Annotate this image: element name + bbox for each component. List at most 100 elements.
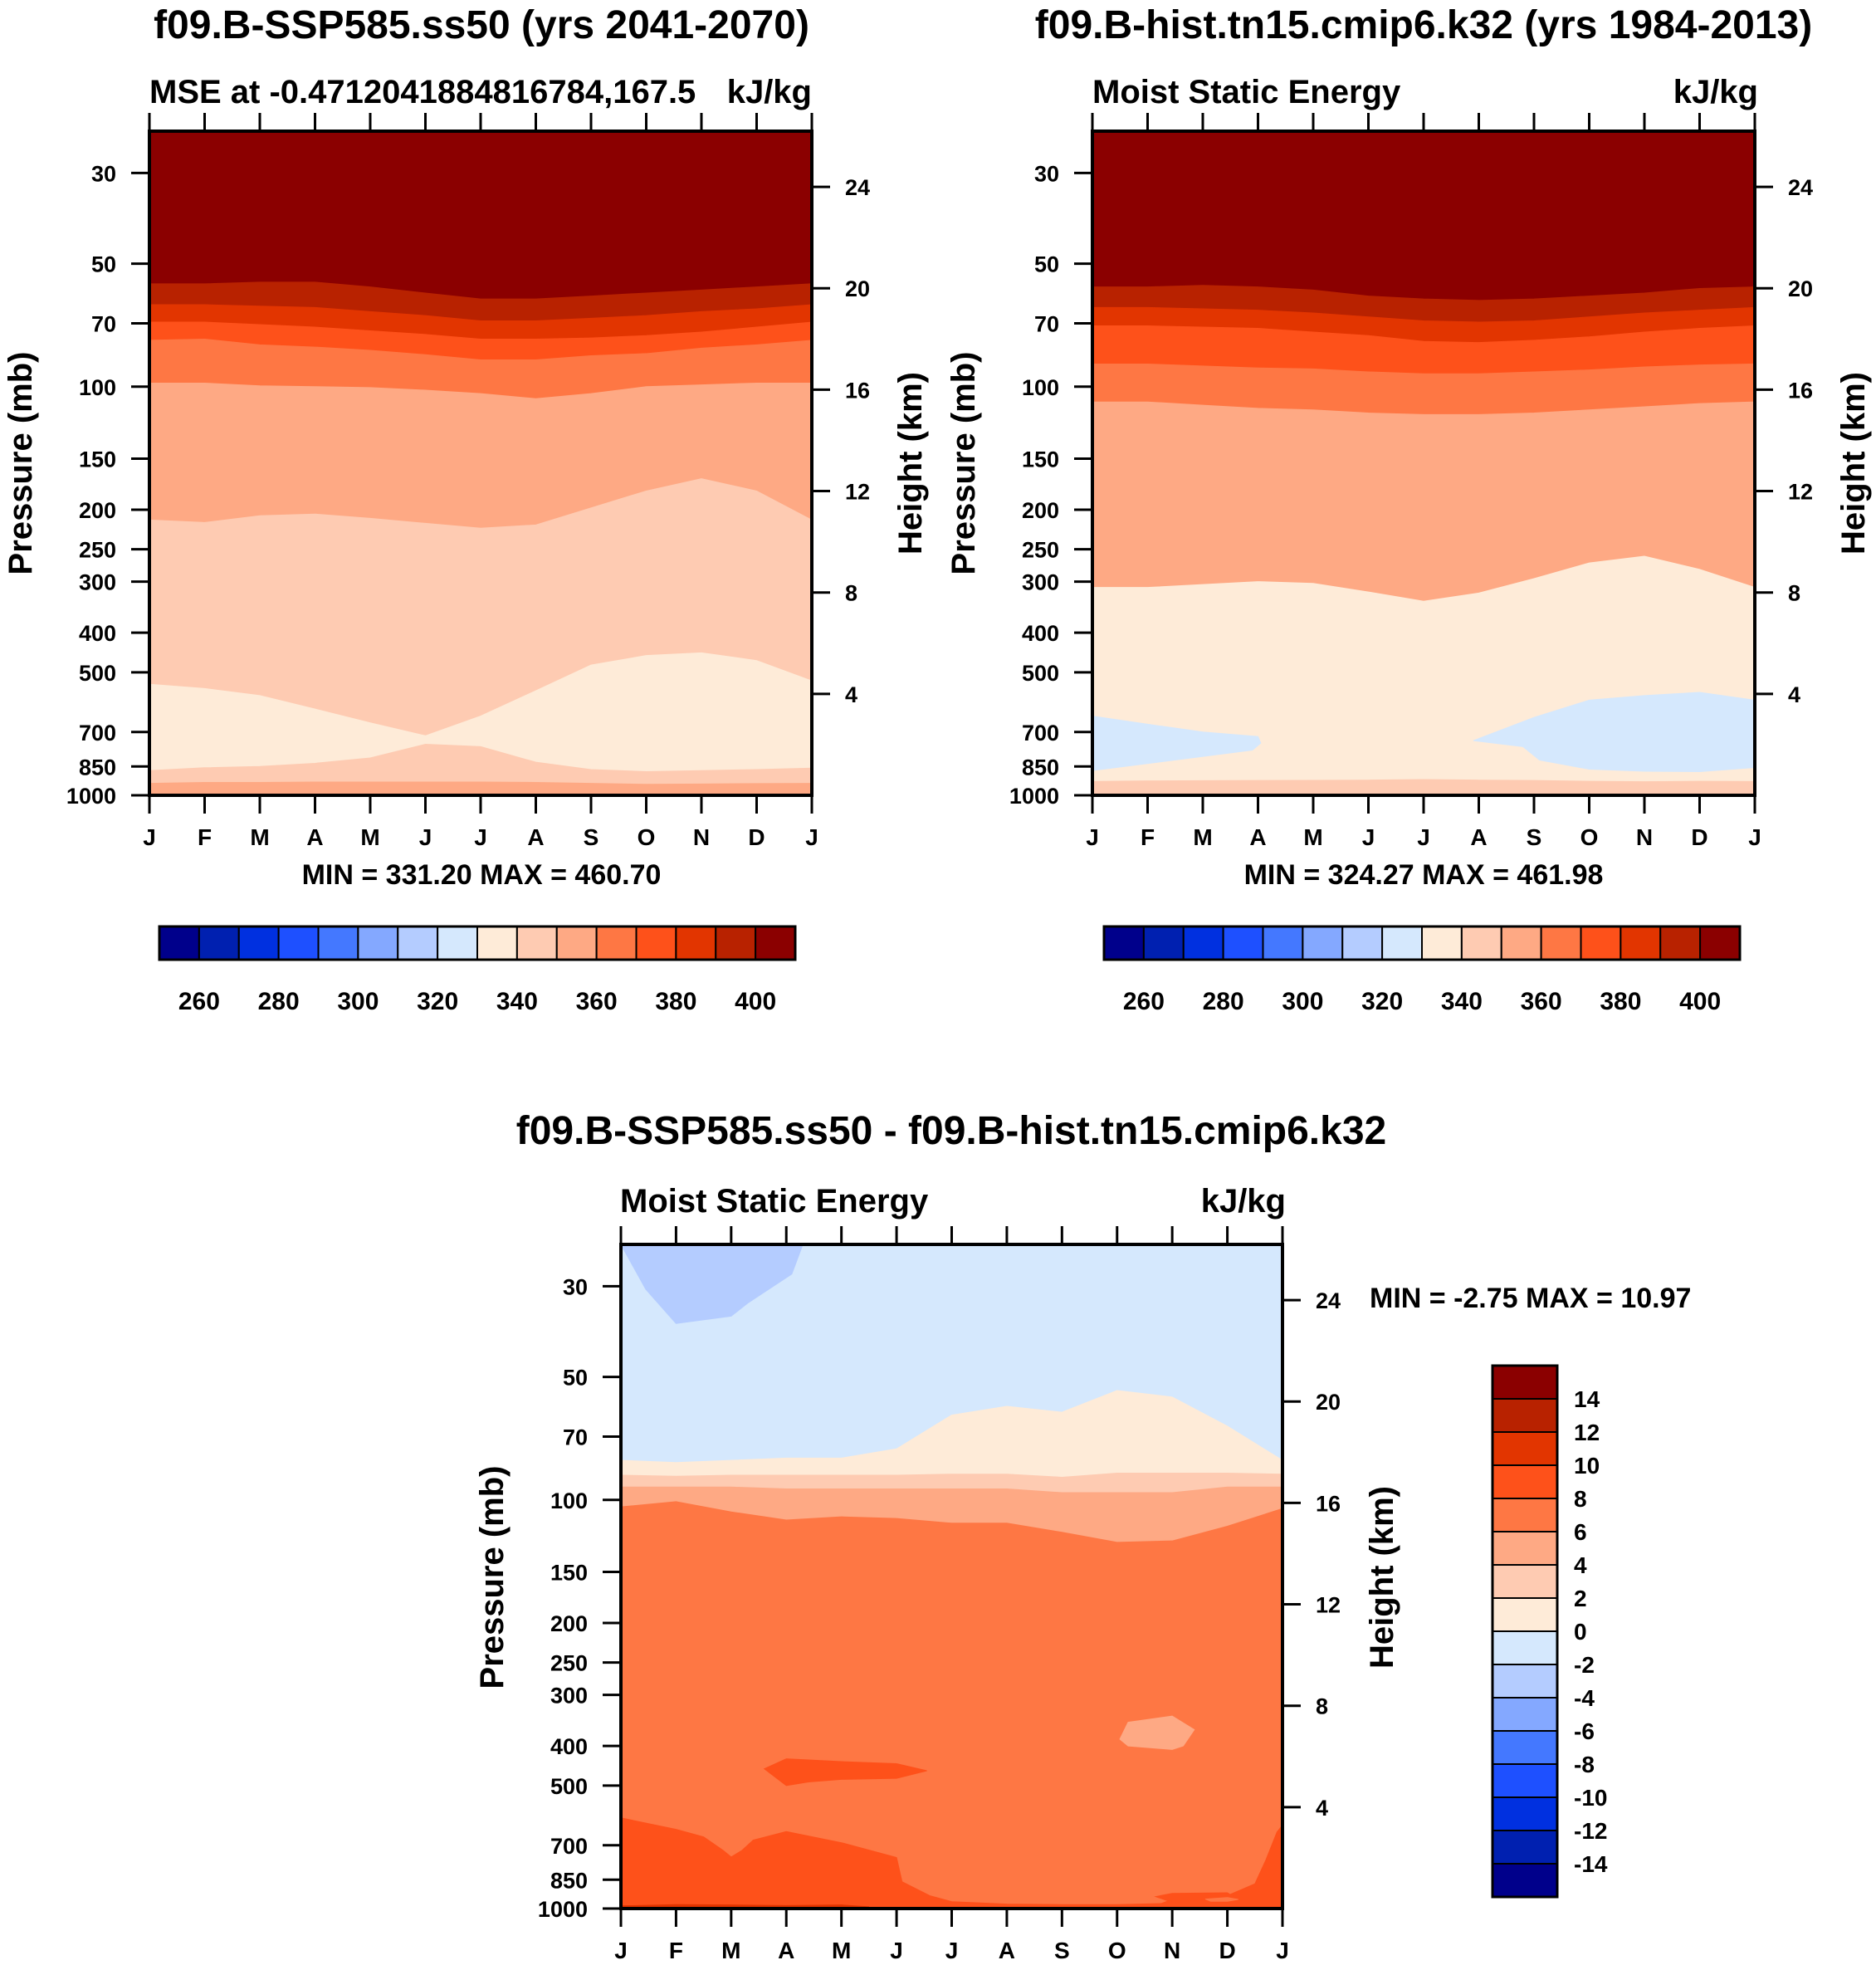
contour-band: [1092, 779, 1756, 796]
y-tick-label-right: 4: [1788, 682, 1800, 707]
colorbar-box: [1492, 1365, 1558, 1400]
y-tick-label: 1000: [66, 784, 116, 809]
x-tick-label: D: [1691, 824, 1707, 850]
x-tick-label: A: [999, 1938, 1015, 1963]
y-axis-label-right: Height (km): [1835, 372, 1872, 555]
colorbar-box: [1492, 1630, 1558, 1665]
x-tick-label: A: [1470, 824, 1487, 850]
colorbar-box: [1492, 1796, 1558, 1831]
x-tick-label: S: [584, 824, 599, 850]
y-tick-label-right: 12: [1316, 1593, 1341, 1618]
colorbar-box: [1492, 1564, 1558, 1599]
contour-band: [149, 781, 813, 796]
colorbar-box: [1492, 1730, 1558, 1765]
colorbar-box: [1492, 1431, 1558, 1466]
y-tick-label-right: 8: [1788, 581, 1800, 606]
y-tick-label-right: 16: [1316, 1491, 1341, 1516]
y-tick-label: 70: [563, 1425, 588, 1450]
x-tick-label: J: [1086, 824, 1099, 850]
colorbar-box: [1381, 926, 1423, 961]
y-axis-label: Pressure (mb): [945, 352, 982, 575]
colorbar-label: 380: [1600, 988, 1641, 1015]
x-tick-label: A: [1249, 824, 1266, 850]
y-tick-label: 150: [1022, 447, 1059, 472]
contour-plot: J F M A M J J A S O N D J 30 50 70 100 150 200 250 300 400 500…: [538, 1226, 1341, 1963]
panel-future: f09.B-SSP585.ss50 (yrs 2041-2070) MSE at…: [2, 3, 929, 1015]
right-subtitle: kJ/kg: [1673, 74, 1758, 110]
colorbar-box: [1580, 926, 1622, 961]
colorbar-box: [1659, 926, 1702, 961]
colorbar-label: 340: [1441, 988, 1483, 1015]
x-tick-label: D: [1219, 1938, 1235, 1963]
contour-plot: J F M A M J J A S O N D J 30 50 70 100 150 200 250 300 400 500…: [66, 113, 870, 850]
colorbar-box: [1500, 926, 1542, 961]
y-tick-label: 100: [550, 1488, 588, 1513]
colorbar: 260 280 300 320 340 360 380 400: [158, 925, 797, 1015]
x-tick-label: J: [1417, 824, 1430, 850]
y-tick-label: 500: [550, 1774, 588, 1799]
min-max-stats: MIN = -2.75 MAX = 10.97: [1370, 1283, 1691, 1314]
y-tick-label: 300: [1022, 570, 1059, 595]
x-tick-label: J: [805, 824, 818, 850]
y-tick-label: 250: [79, 538, 116, 563]
y-tick-label: 1000: [1009, 784, 1059, 809]
x-tick-label: F: [198, 824, 212, 850]
x-tick-label: S: [1054, 1938, 1070, 1963]
x-tick-label: M: [721, 1938, 740, 1963]
colorbar-label: -2: [1574, 1652, 1595, 1678]
colorbar-box: [277, 926, 320, 961]
colorbar-label: 280: [1203, 988, 1244, 1015]
x-tick-label: M: [1193, 824, 1212, 850]
colorbar-box: [1492, 1597, 1558, 1632]
colorbar-box: [1492, 1531, 1558, 1566]
colorbar-box: [198, 926, 240, 961]
colorbar-label: -4: [1574, 1685, 1595, 1711]
colorbar-box: [159, 926, 200, 961]
y-tick-label: 30: [563, 1274, 588, 1299]
colorbar-box: [437, 926, 478, 961]
colorbar-label: 300: [1282, 988, 1323, 1015]
colorbar-label: -12: [1574, 1818, 1607, 1844]
colorbar-label: 10: [1574, 1453, 1600, 1479]
x-tick-label: J: [474, 824, 487, 850]
y-axis-label-right: Height (km): [1364, 1486, 1400, 1669]
colorbar-box: [1103, 926, 1145, 961]
colorbar-box: [476, 926, 518, 961]
colorbar-label: 0: [1574, 1619, 1587, 1645]
left-subtitle: Moist Static Energy: [1092, 74, 1401, 110]
y-tick-label-right: 24: [1316, 1288, 1341, 1313]
x-tick-label: J: [614, 1938, 628, 1963]
colorbar-box: [357, 926, 399, 961]
colorbar-box: [1492, 1398, 1558, 1433]
colorbar-box: [1222, 926, 1264, 961]
colorbar-label: 14: [1574, 1386, 1600, 1412]
y-tick-label: 700: [550, 1834, 588, 1859]
x-tick-label: A: [527, 824, 544, 850]
colorbar-box: [515, 926, 558, 961]
contour-patch: [1204, 1897, 1238, 1902]
colorbar-box: [1460, 926, 1502, 961]
x-tick-label: F: [669, 1938, 683, 1963]
y-tick-label: 400: [1022, 621, 1059, 646]
x-tick-label: M: [250, 824, 269, 850]
colorbar-label: 260: [178, 988, 220, 1015]
y-tick-label-right: 20: [1316, 1390, 1341, 1415]
y-tick-label: 250: [1022, 538, 1059, 563]
y-tick-label-right: 16: [1788, 378, 1813, 403]
y-axis-label: Pressure (mb): [2, 352, 39, 575]
panel-title: f09.B-hist.tn15.cmip6.k32 (yrs 1984-2013…: [1035, 3, 1812, 47]
colorbar-box: [1492, 1664, 1558, 1699]
left-subtitle: Moist Static Energy: [620, 1183, 929, 1220]
colorbar-box: [1182, 926, 1224, 961]
colorbar: 260 280 300 320 340 360 380 400: [1102, 925, 1742, 1015]
y-tick-label-right: 16: [845, 378, 870, 403]
colorbar-box: [715, 926, 757, 961]
colorbar-box: [1492, 1697, 1558, 1732]
y-tick-label-right: 12: [845, 480, 870, 505]
y-axis-label-right: Height (km): [892, 372, 929, 555]
colorbar-label: -14: [1574, 1851, 1608, 1877]
colorbar-label: 260: [1123, 988, 1165, 1015]
colorbar: -14 -12 -10 -8 -6 -4 -2 0 2 4 6 8 10 12 14: [1491, 1364, 1608, 1899]
y-tick-label: 250: [550, 1651, 588, 1676]
